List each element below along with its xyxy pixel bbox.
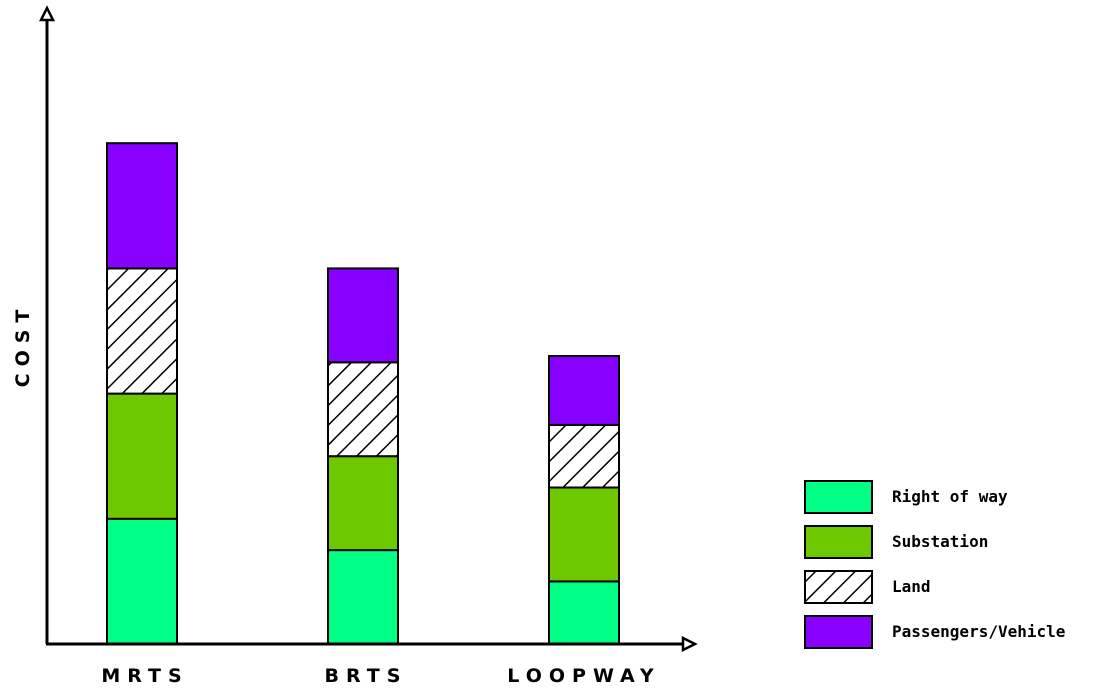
bar-segment-mrts-land <box>106 267 178 395</box>
bar-segment-brts-right-of-way <box>327 549 399 645</box>
bar-segment-mrts-right-of-way <box>106 517 178 645</box>
bar-segment-loopway-land <box>548 423 620 489</box>
bar-segment-loopway-substation <box>548 486 620 583</box>
legend-swatch-land <box>804 570 873 604</box>
bar-segment-loopway-right-of-way <box>548 580 620 646</box>
legend-swatch-right-of-way <box>804 480 873 514</box>
bar-segment-brts-land <box>327 361 399 458</box>
axes-group: COST <box>12 5 698 653</box>
legend: Right of way Substation Land Passengers/Veh… <box>804 480 1065 649</box>
legend-swatch-substation <box>804 525 873 559</box>
legend-label-passengers-vehicle: Passengers/Vehicle <box>892 622 1065 641</box>
bar-segment-mrts-passengers-vehicle <box>106 142 178 270</box>
legend-swatch-passengers-vehicle <box>804 615 873 649</box>
bar-segment-mrts-substation <box>106 392 178 520</box>
x-axis-arrow <box>681 635 698 653</box>
legend-label-land: Land <box>892 577 931 596</box>
x-tick-label-brts: BRTS <box>325 665 408 687</box>
bars-group <box>106 142 620 646</box>
y-axis-label: COST <box>12 303 34 388</box>
x-tick-labels: MRTS BRTS LOOPWAY <box>101 665 660 687</box>
y-axis-arrow <box>38 5 56 22</box>
bar-segment-brts-passengers-vehicle <box>327 267 399 364</box>
legend-label-right-of-way: Right of way <box>892 487 1008 506</box>
bar-segment-brts-substation <box>327 455 399 552</box>
bar-segment-loopway-passengers-vehicle <box>548 355 620 426</box>
x-tick-label-loopway: LOOPWAY <box>507 665 660 687</box>
x-tick-label-mrts: MRTS <box>101 665 188 687</box>
legend-label-substation: Substation <box>892 532 988 551</box>
